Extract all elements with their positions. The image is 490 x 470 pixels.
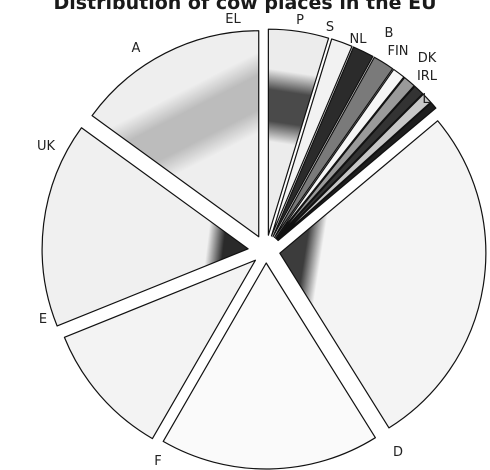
slice-label-uk: UK [37,139,56,154]
pie-slice-dk [276,85,424,240]
pie-slice-el [267,28,330,236]
slice-label-el: EL [225,12,241,27]
chart-title: Distribution of cow places in the EU [53,0,436,14]
pie-slice-fin [275,76,415,240]
slice-label-f: F [154,454,161,469]
slice-label-dk: DK [418,51,437,66]
slices-layer [41,28,487,470]
pie-slice-b [274,68,405,239]
slice-label-p: P [296,13,304,28]
pie-slice-e [63,259,257,440]
slice-label-s: S [326,20,334,35]
slice-label-l: L [422,92,430,107]
pie-slice-f [162,262,376,470]
slice-label-e: E [39,312,47,327]
slice-label-b: B [385,26,394,41]
pie-slice-s [272,46,374,238]
slice-label-nl: NL [350,32,368,47]
pie-slice-p [270,38,353,237]
pie-slice-l [277,102,437,242]
pie-slice-a [91,30,260,238]
slice-label-a: A [132,41,141,56]
labels-layer: EL P S NL B FIN DK IRL L D F E UK A [37,12,438,469]
pie-slice-irl [277,93,432,241]
slice-label-d: D [393,445,403,460]
pie-slice-d [279,120,487,429]
pie-slice-uk [41,127,249,327]
slice-label-irl: IRL [417,69,438,84]
pie-slice-nl [273,56,394,239]
slice-label-fin: FIN [387,44,408,59]
